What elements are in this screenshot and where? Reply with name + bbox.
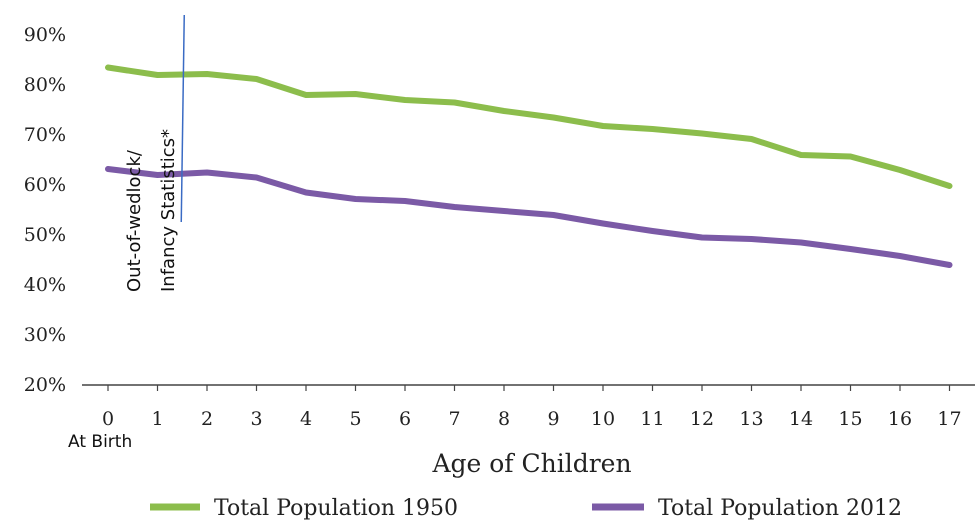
x-tick-label: 5	[349, 408, 361, 430]
y-tick-label: 90%	[24, 24, 66, 46]
series-line-1	[105, 166, 953, 268]
plot-area: 20%30%40%50%60%70%80%90% 0 1 2 3 4 5 6 7 8 9 10 11 1…	[24, 14, 975, 478]
x-tick-label: 8	[498, 408, 510, 430]
series-lines	[105, 64, 953, 268]
x-tick-label: 6	[399, 408, 411, 430]
annotation-line	[180, 14, 185, 223]
x-tick-label: 4	[300, 408, 312, 430]
annotation-text-line-2: Infancy Statistics*	[158, 129, 179, 292]
x-axis-label: Age of Children	[431, 449, 631, 478]
x-axis-ticks: 0 1 2 3 4 5 6 7 8 9 10 11 12 13 14 15 16 17	[102, 385, 962, 430]
x-tick-label: 2	[201, 408, 213, 430]
x-tick-label: 16	[888, 408, 912, 430]
y-tick-label: 80%	[24, 74, 66, 96]
y-tick-label: 70%	[24, 124, 66, 146]
x-tick-label: 17	[937, 408, 961, 430]
x-tick-label: 13	[739, 408, 763, 430]
series-line-0	[105, 64, 953, 189]
x-tick-label: 3	[250, 408, 262, 430]
x-tick-sublabel-at-birth: At Birth	[68, 432, 132, 452]
annotation-text: Out-of-wedlock/ Infancy Statistics*	[124, 129, 179, 292]
x-tick-label: 15	[838, 408, 862, 430]
legend: Total Population 1950 Total Population 2…	[150, 496, 902, 521]
y-tick-label: 50%	[24, 224, 66, 246]
x-tick-label: 12	[690, 408, 714, 430]
x-tick-label: 14	[789, 408, 813, 430]
y-axis-ticks: 20% 30% 40% 50% 60% 70% 80% 90%	[24, 24, 66, 396]
x-tick-label: 9	[547, 408, 559, 430]
x-tick-label: 7	[448, 408, 460, 430]
x-tick-label: 11	[640, 408, 664, 430]
y-tick-label: 40%	[24, 274, 66, 296]
x-tick-label: 0	[102, 408, 114, 430]
legend-label-2012: Total Population 2012	[658, 496, 902, 521]
legend-label-1950: Total Population 1950	[214, 496, 458, 521]
x-tick-label: 1	[151, 408, 163, 430]
x-tick-label: 10	[591, 408, 615, 430]
annotation-text-line-1: Out-of-wedlock/	[124, 149, 145, 292]
y-tick-label: 60%	[24, 174, 66, 196]
y-tick-label: 20%	[24, 374, 66, 396]
y-tick-label: 30%	[24, 324, 66, 346]
